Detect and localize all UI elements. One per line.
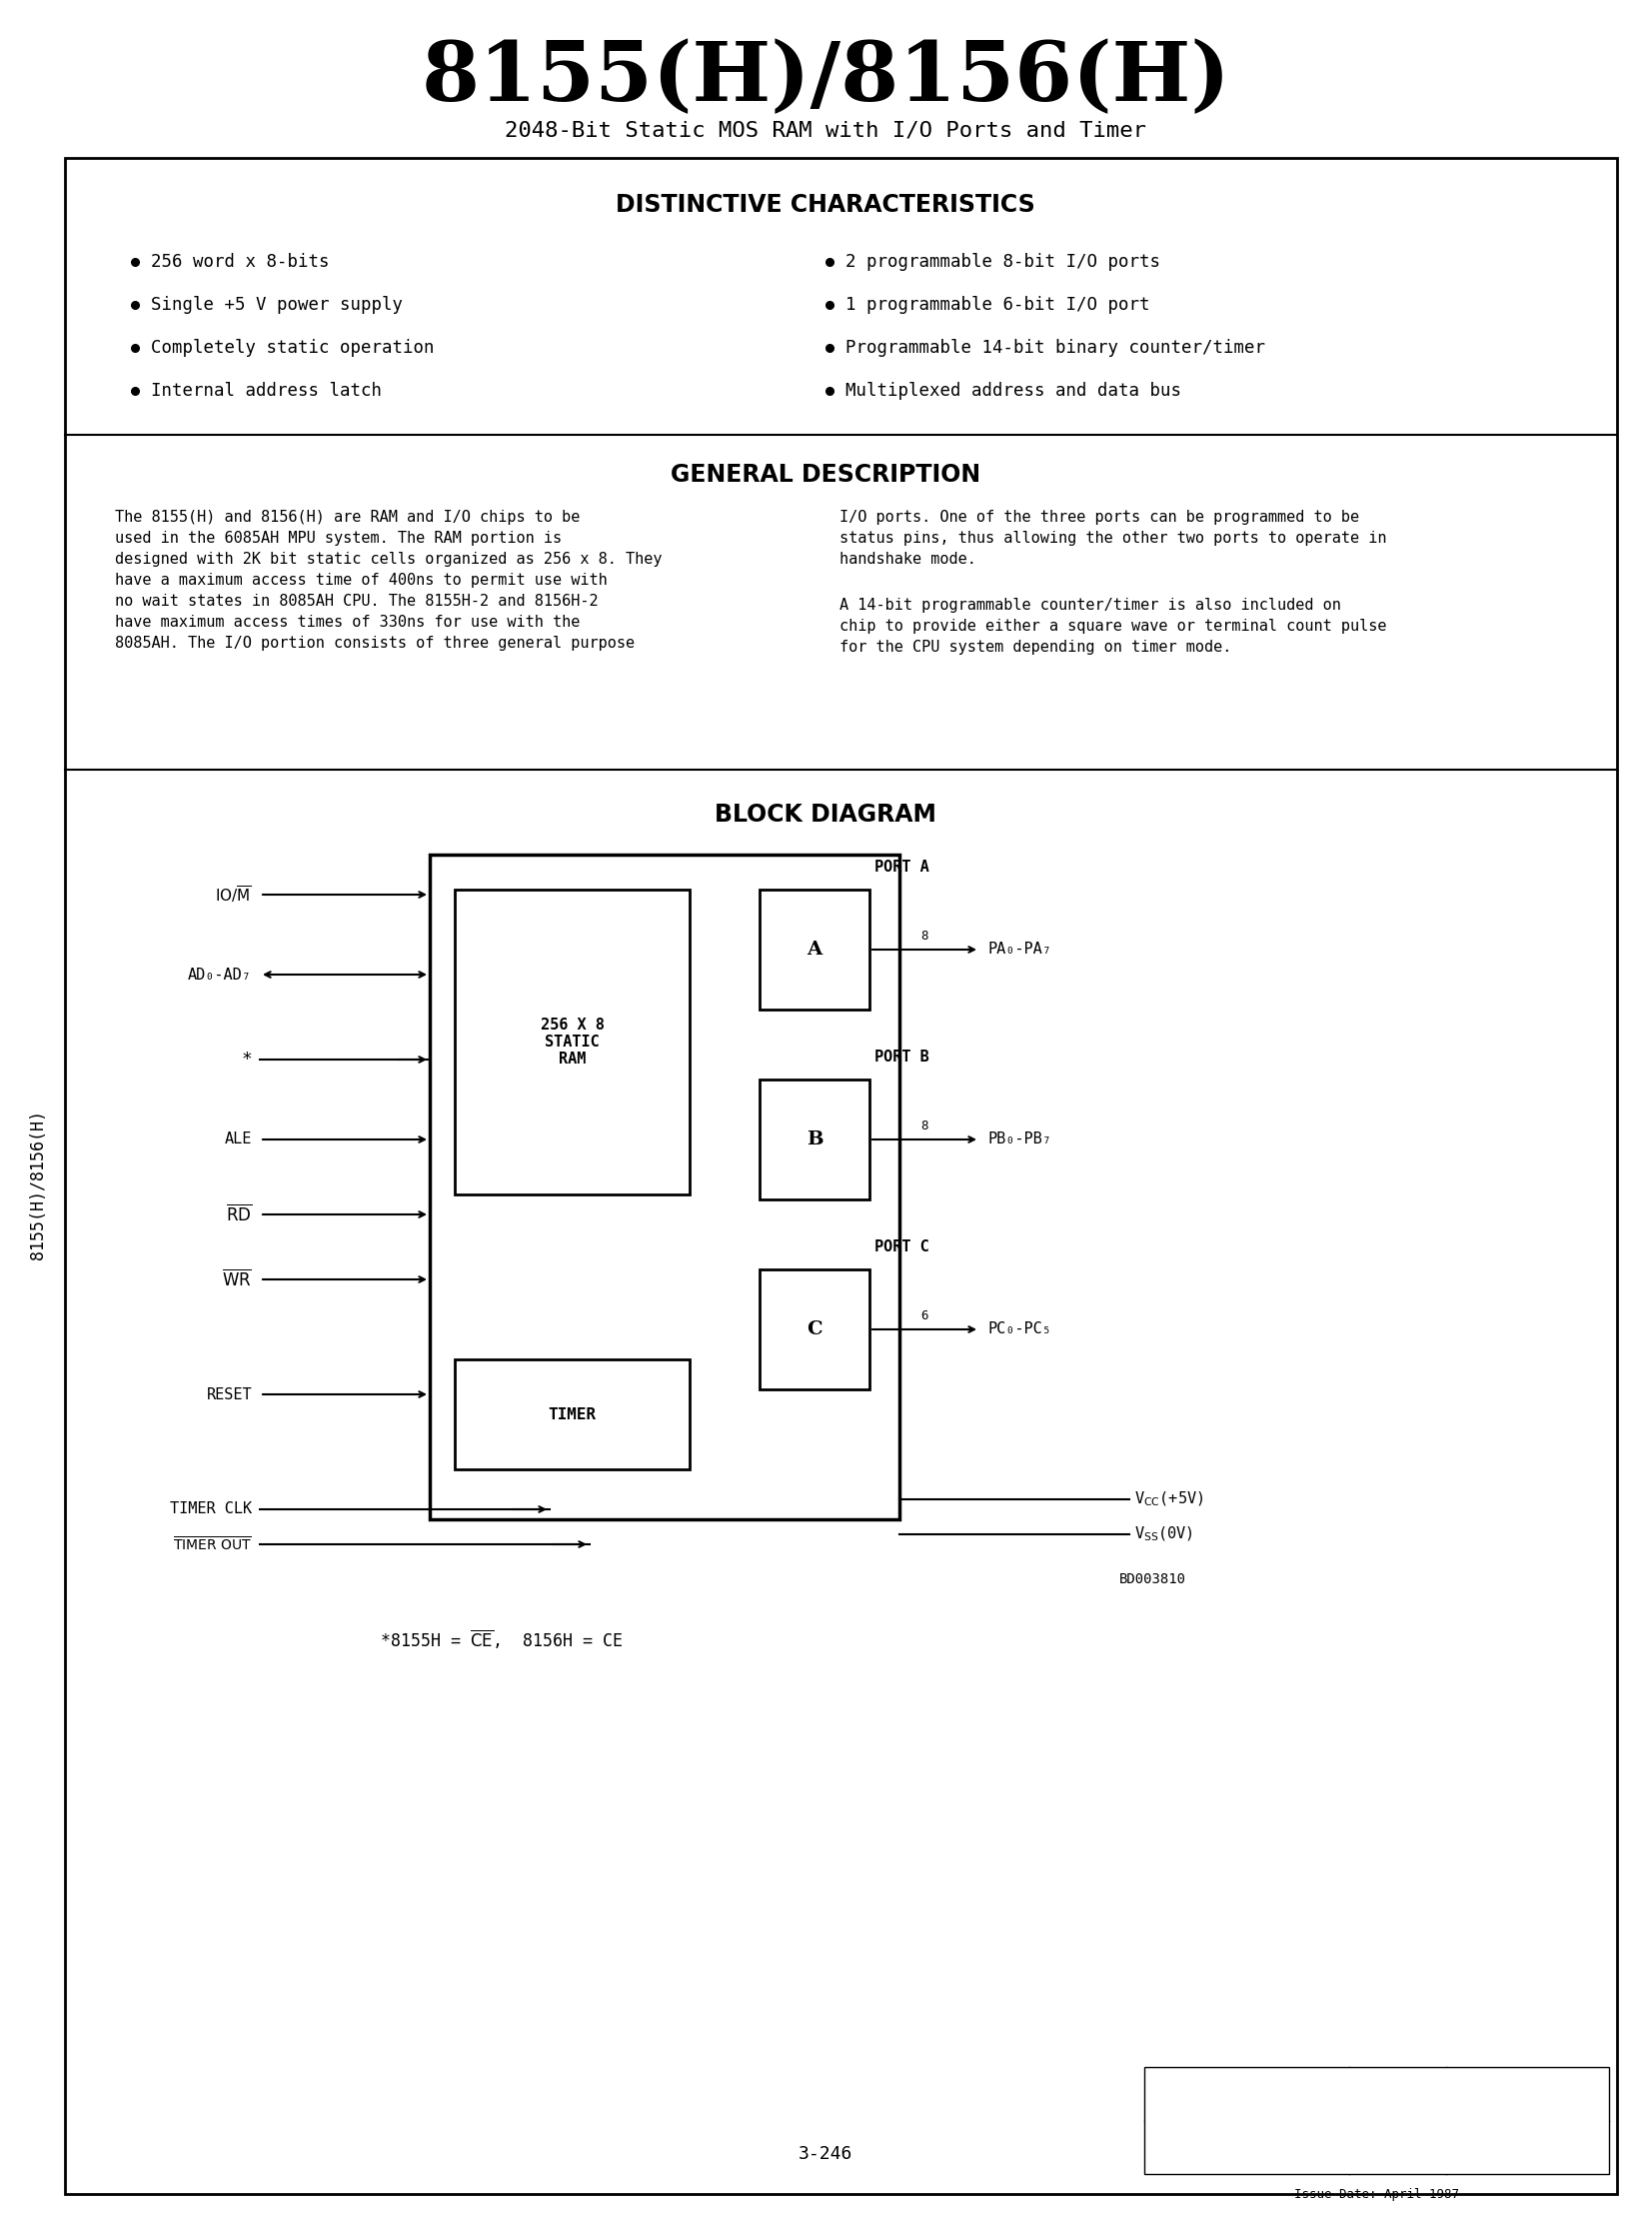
Bar	[760, 1269, 869, 1389]
Text: BLOCK DIAGRAM: BLOCK DIAGRAM	[715, 804, 937, 826]
Text: Rev.: Rev.	[1383, 2077, 1412, 2090]
Text: RESET: RESET	[206, 1387, 251, 1402]
Text: /0: /0	[1520, 2133, 1535, 2146]
Text: C: C	[1394, 2133, 1401, 2146]
Text: TIMER CLK: TIMER CLK	[170, 1503, 251, 1516]
Text: 8: 8	[920, 1120, 928, 1133]
Text: DISTINCTIVE CHARACTERISTICS: DISTINCTIVE CHARACTERISTICS	[616, 194, 1036, 216]
Text: Amendment: Amendment	[1493, 2077, 1561, 2090]
Bar	[430, 855, 899, 1520]
Text: 256 X 8
STATIC
RAM: 256 X 8 STATIC RAM	[540, 1017, 605, 1066]
Text: 00934: 00934	[1227, 2133, 1265, 2146]
Text: AD₀-AD₇: AD₀-AD₇	[188, 966, 251, 982]
Text: I/O ports. One of the three ports can be programmed to be: I/O ports. One of the three ports can be…	[839, 510, 1360, 525]
Bar	[760, 1080, 869, 1200]
Text: 256 word x 8-bits: 256 word x 8-bits	[150, 254, 329, 272]
Text: no wait states in 8085AH CPU. The 8155H-2 and 8156H-2: no wait states in 8085AH CPU. The 8155H-…	[116, 594, 598, 608]
Text: PB₀-PB₇: PB₀-PB₇	[988, 1133, 1051, 1146]
Text: IO/$\overline{\rm M}$: IO/$\overline{\rm M}$	[215, 884, 251, 906]
Text: Multiplexed address and data bus: Multiplexed address and data bus	[846, 383, 1181, 401]
Text: have a maximum access time of 400ns to permit use with: have a maximum access time of 400ns to p…	[116, 572, 608, 588]
Text: *: *	[241, 1051, 251, 1068]
Text: designed with 2K bit static cells organized as 256 x 8. They: designed with 2K bit static cells organi…	[116, 552, 662, 568]
Text: 6: 6	[920, 1309, 928, 1322]
Text: 1 programmable 6-bit I/O port: 1 programmable 6-bit I/O port	[846, 296, 1150, 314]
Text: *8155H = $\overline{\rm CE}$,  8156H = CE: *8155H = $\overline{\rm CE}$, 8156H = CE	[380, 1627, 623, 1652]
Text: Single +5 V power supply: Single +5 V power supply	[150, 296, 403, 314]
Text: for the CPU system depending on timer mode.: for the CPU system depending on timer mo…	[839, 639, 1232, 654]
Text: PORT A: PORT A	[874, 859, 928, 875]
Text: PORT B: PORT B	[874, 1051, 928, 1064]
Text: Completely static operation: Completely static operation	[150, 338, 434, 356]
Text: BD003810: BD003810	[1120, 1572, 1186, 1587]
Text: A 14-bit programmable counter/timer is also included on: A 14-bit programmable counter/timer is a…	[839, 599, 1341, 612]
Text: $\overline{\rm TIMER\ OUT}$: $\overline{\rm TIMER\ OUT}$	[173, 1536, 251, 1554]
Text: PC₀-PC₅: PC₀-PC₅	[988, 1322, 1051, 1338]
Text: chip to provide either a square wave or terminal count pulse: chip to provide either a square wave or …	[839, 619, 1386, 634]
Text: handshake mode.: handshake mode.	[839, 552, 976, 568]
Text: status pins, thus allowing the other two ports to operate in: status pins, thus allowing the other two…	[839, 530, 1386, 545]
Text: 2 programmable 8-bit I/O ports: 2 programmable 8-bit I/O ports	[846, 254, 1160, 272]
Text: 8155(H)/8156(H): 8155(H)/8156(H)	[30, 1109, 46, 1260]
Text: GENERAL DESCRIPTION: GENERAL DESCRIPTION	[671, 463, 981, 487]
Text: C: C	[806, 1320, 823, 1338]
Text: ALE: ALE	[225, 1133, 251, 1146]
Text: $\overline{\rm WR}$: $\overline{\rm WR}$	[221, 1269, 251, 1289]
Text: Publication #: Publication #	[1198, 2077, 1295, 2090]
Text: Programmable 14-bit binary counter/timer: Programmable 14-bit binary counter/timer	[846, 338, 1265, 356]
Text: have maximum access times of 330ns for use with the: have maximum access times of 330ns for u…	[116, 614, 580, 630]
Text: PORT C: PORT C	[874, 1240, 928, 1255]
Text: PA₀-PA₇: PA₀-PA₇	[988, 942, 1051, 957]
Bar	[454, 890, 689, 1195]
Text: A: A	[806, 942, 823, 959]
Text: $\overline{\rm RD}$: $\overline{\rm RD}$	[226, 1204, 251, 1224]
Text: used in the 6085AH MPU system. The RAM portion is: used in the 6085AH MPU system. The RAM p…	[116, 530, 562, 545]
Text: TIMER: TIMER	[548, 1407, 596, 1422]
Text: Issue Date: April 1987: Issue Date: April 1987	[1294, 2188, 1459, 2202]
Text: 8155(H)/8156(H): 8155(H)/8156(H)	[421, 38, 1231, 118]
Text: 2048-Bit Static MOS RAM with I/O Ports and Timer: 2048-Bit Static MOS RAM with I/O Ports a…	[506, 120, 1146, 140]
Text: B: B	[806, 1131, 823, 1149]
Bar	[760, 890, 869, 1011]
Text: The 8155(H) and 8156(H) are RAM and I/O chips to be: The 8155(H) and 8156(H) are RAM and I/O …	[116, 510, 580, 525]
Text: V$_{\rm SS}$(0V): V$_{\rm SS}$(0V)	[1135, 1525, 1193, 1543]
Text: Internal address latch: Internal address latch	[150, 383, 382, 401]
Text: V$_{\rm CC}$(+5V): V$_{\rm CC}$(+5V)	[1135, 1489, 1204, 1509]
Bar	[1145, 2068, 1609, 2175]
Text: 8: 8	[920, 928, 928, 942]
Text: 3-246: 3-246	[798, 2146, 852, 2164]
Bar	[454, 1360, 689, 1469]
Text: 8085AH. The I/O portion consists of three general purpose: 8085AH. The I/O portion consists of thre…	[116, 637, 634, 650]
